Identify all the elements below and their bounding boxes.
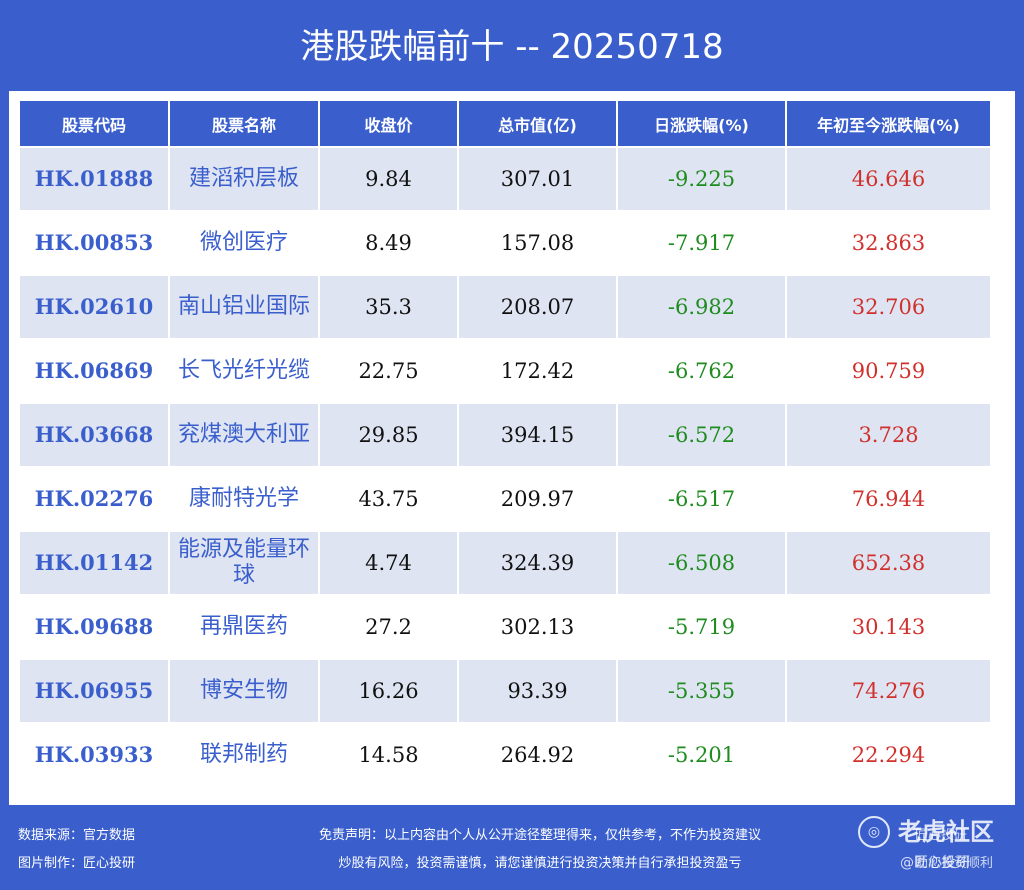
header-name: 股票名称 <box>170 101 318 146</box>
table-row: HK.03933 联邦制药 14.58 264.92 -5.201 22.294 <box>20 724 990 786</box>
close-price: 43.75 <box>320 468 457 530</box>
stock-name: 博安生物 <box>170 660 318 722</box>
ytd-change: 3.728 <box>787 404 990 466</box>
ytd-change: 74.276 <box>787 660 990 722</box>
table-row: HK.03668 兖煤澳大利亚 29.85 394.15 -6.572 3.72… <box>20 404 990 466</box>
stock-name: 康耐特光学 <box>170 468 318 530</box>
stock-name: 建滔积层板 <box>170 148 318 210</box>
ytd-change: 32.706 <box>787 276 990 338</box>
stock-code: HK.09688 <box>20 596 168 658</box>
close-price: 27.2 <box>320 596 457 658</box>
day-change: -7.917 <box>618 212 785 274</box>
ytd-change: 652.38 <box>787 532 990 594</box>
table-row: HK.06955 博安生物 16.26 93.39 -5.355 74.276 <box>20 660 990 722</box>
stock-code: HK.01888 <box>20 148 168 210</box>
footer-brand: 匠心投研 助您投资顺利 <box>915 822 993 878</box>
stock-code: HK.06955 <box>20 660 168 722</box>
close-price: 14.58 <box>320 724 457 786</box>
day-change: -6.517 <box>618 468 785 530</box>
watermark-handle: @匠心投研 <box>900 855 970 871</box>
market-cap: 394.15 <box>459 404 616 466</box>
header-day-change: 日涨跌幅(%) <box>618 101 785 146</box>
stock-code: HK.06869 <box>20 340 168 402</box>
close-price: 16.26 <box>320 660 457 722</box>
table-row: HK.02276 康耐特光学 43.75 209.97 -6.517 76.94… <box>20 468 990 530</box>
close-price: 35.3 <box>320 276 457 338</box>
table-row: HK.01142 能源及能量环球 4.74 324.39 -6.508 652.… <box>20 532 990 594</box>
day-change: -5.719 <box>618 596 785 658</box>
header-close: 收盘价 <box>320 101 457 146</box>
stock-code: HK.03668 <box>20 404 168 466</box>
day-change: -6.572 <box>618 404 785 466</box>
disclaimer: 免责声明：以上内容由个人从公开途径整理得来，仅供参考，不作为投资建议 炒股有风险… <box>240 822 840 878</box>
table-row: HK.09688 再鼎医药 27.2 302.13 -5.719 30.143 <box>20 596 990 658</box>
market-cap: 172.42 <box>459 340 616 402</box>
disclaimer-line-1: 免责声明：以上内容由个人从公开途径整理得来，仅供参考，不作为投资建议 <box>318 828 761 843</box>
table-row: HK.00853 微创医疗 8.49 157.08 -7.917 32.863 <box>20 212 990 274</box>
day-change: -6.982 <box>618 276 785 338</box>
disclaimer-line-2: 炒股有风险，投资需谨慎，请您谨慎进行投资决策并自行承担投资盈亏 <box>338 856 742 871</box>
ytd-change: 32.863 <box>787 212 990 274</box>
stock-name: 微创医疗 <box>170 212 318 274</box>
stock-name: 兖煤澳大利亚 <box>170 404 318 466</box>
day-change: -9.225 <box>618 148 785 210</box>
market-cap: 302.13 <box>459 596 616 658</box>
table-row: HK.06869 长飞光纤光缆 22.75 172.42 -6.762 90.7… <box>20 340 990 402</box>
stock-name: 南山铝业国际 <box>170 276 318 338</box>
stock-table: 股票代码 股票名称 收盘价 总市值(亿) 日涨跌幅(%) 年初至今涨跌幅(%) … <box>18 99 992 788</box>
stock-code: HK.02610 <box>20 276 168 338</box>
stock-code: HK.01142 <box>20 532 168 594</box>
watermark: ◎ 老虎社区 <box>858 812 994 852</box>
stock-name: 联邦制药 <box>170 724 318 786</box>
table-row: HK.02610 南山铝业国际 35.3 208.07 -6.982 32.70… <box>20 276 990 338</box>
ytd-change: 90.759 <box>787 340 990 402</box>
market-cap: 208.07 <box>459 276 616 338</box>
close-price: 8.49 <box>320 212 457 274</box>
market-cap: 264.92 <box>459 724 616 786</box>
close-price: 4.74 <box>320 532 457 594</box>
brand-line-1: 匠心投研 <box>915 828 968 843</box>
close-price: 9.84 <box>320 148 457 210</box>
table-header-row: 股票代码 股票名称 收盘价 总市值(亿) 日涨跌幅(%) 年初至今涨跌幅(%) <box>20 101 990 146</box>
market-cap: 307.01 <box>459 148 616 210</box>
market-cap: 93.39 <box>459 660 616 722</box>
stock-name: 再鼎医药 <box>170 596 318 658</box>
table-panel: 股票代码 股票名称 收盘价 总市值(亿) 日涨跌幅(%) 年初至今涨跌幅(%) … <box>9 91 1015 805</box>
ytd-change: 30.143 <box>787 596 990 658</box>
day-change: -6.762 <box>618 340 785 402</box>
day-change: -5.355 <box>618 660 785 722</box>
ytd-change: 22.294 <box>787 724 990 786</box>
header-ytd-change: 年初至今涨跌幅(%) <box>787 101 990 146</box>
day-change: -6.508 <box>618 532 785 594</box>
header-market-cap: 总市值(亿) <box>459 101 616 146</box>
market-cap: 209.97 <box>459 468 616 530</box>
stock-name: 能源及能量环球 <box>170 532 318 594</box>
stock-code: HK.00853 <box>20 212 168 274</box>
close-price: 22.75 <box>320 340 457 402</box>
data-source-text: 数据来源：官方数据 <box>18 828 136 843</box>
page-title: 港股跌幅前十 -- 20250718 <box>300 27 724 67</box>
table-row: HK.01888 建滔积层板 9.84 307.01 -9.225 46.646 <box>20 148 990 210</box>
brand-line-2: 助您投资顺利 <box>915 856 994 871</box>
market-cap: 324.39 <box>459 532 616 594</box>
stock-name: 长飞光纤光缆 <box>170 340 318 402</box>
day-change: -5.201 <box>618 724 785 786</box>
footer-credits: 数据来源：官方数据 图片制作：匠心投研 <box>18 822 135 878</box>
ytd-change: 76.944 <box>787 468 990 530</box>
watermark-text: 老虎社区 <box>898 818 994 846</box>
ytd-change: 46.646 <box>787 148 990 210</box>
tiger-logo-icon: ◎ <box>858 816 890 848</box>
made-by-text: 图片制作：匠心投研 <box>18 856 136 871</box>
header-code: 股票代码 <box>20 101 168 146</box>
market-cap: 157.08 <box>459 212 616 274</box>
stock-code: HK.02276 <box>20 468 168 530</box>
stock-code: HK.03933 <box>20 724 168 786</box>
close-price: 29.85 <box>320 404 457 466</box>
